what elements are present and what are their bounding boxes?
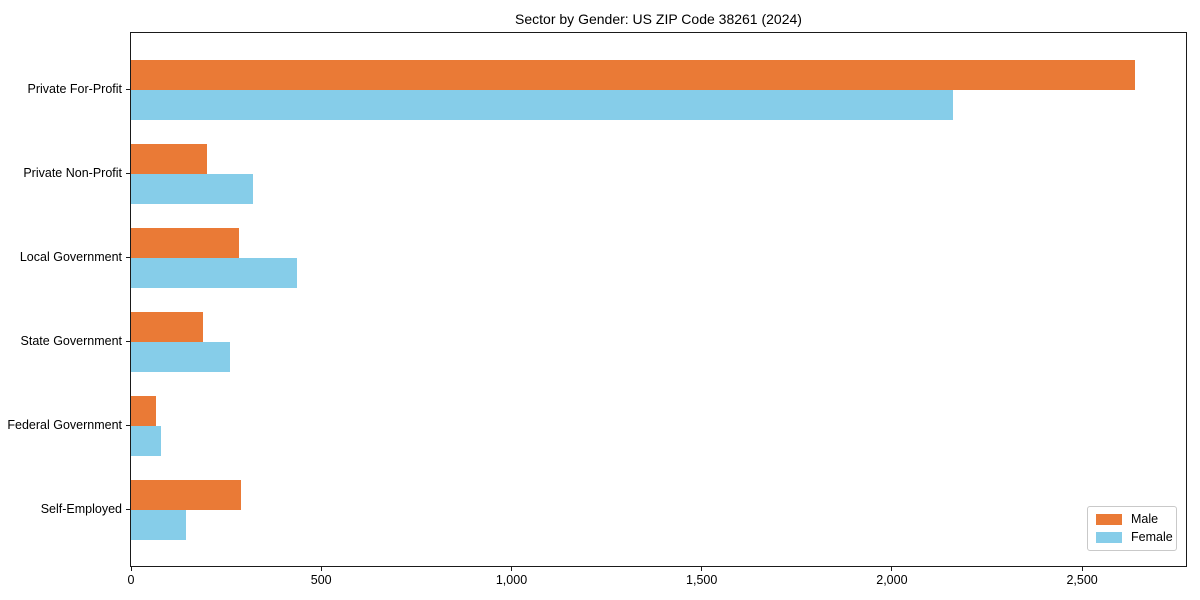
x-tick-1-500 — [701, 567, 703, 571]
y-label-private-non-profit: Private Non-Profit — [23, 166, 122, 180]
x-tick-500 — [320, 567, 322, 571]
x-tick-label-500: 500 — [310, 573, 332, 587]
y-tick-local-government — [126, 257, 130, 258]
legend-swatch-female — [1096, 532, 1122, 543]
bar-male-state-government — [131, 312, 204, 342]
legend-entry-female: Female — [1096, 531, 1173, 544]
bar-female-state-government — [131, 342, 230, 372]
y-label-self-employed: Self-Employed — [40, 502, 122, 516]
bar-male-federal-government — [131, 396, 156, 426]
bar-female-federal-government — [131, 426, 162, 456]
x-tick-1-000 — [511, 567, 512, 571]
bar-female-local-government — [131, 258, 297, 288]
chart-title: Sector by Gender: US ZIP Code 38261 (202… — [515, 11, 802, 27]
x-tick-2-500 — [1081, 567, 1083, 571]
plot-area: Male Female — [130, 32, 1187, 567]
bar-female-private-for-profit — [131, 90, 953, 120]
y-tick-private-non-profit — [126, 173, 130, 174]
legend-label-female: Female — [1131, 530, 1173, 544]
legend-swatch-male — [1096, 514, 1122, 525]
x-tick-label-2-500: 2,500 — [1066, 573, 1098, 587]
y-tick-federal-government — [126, 425, 130, 426]
bar-male-private-for-profit — [131, 60, 1136, 90]
y-tick-private-for-profit — [126, 89, 130, 90]
y-tick-state-government — [126, 341, 130, 342]
bar-male-local-government — [131, 228, 240, 258]
bar-female-self-employed — [131, 510, 187, 540]
legend-label-male: Male — [1131, 512, 1159, 526]
legend: Male Female — [1087, 506, 1177, 551]
y-label-federal-government: Federal Government — [7, 418, 122, 432]
y-tick-self-employed — [126, 509, 130, 510]
x-tick-label-0: 0 — [127, 573, 135, 587]
y-label-state-government: State Government — [20, 334, 122, 348]
x-tick-label-1-000: 1,000 — [495, 573, 528, 587]
x-tick-label-2-000: 2,000 — [876, 573, 908, 587]
bar-male-self-employed — [131, 480, 242, 510]
bar-male-private-non-profit — [131, 144, 208, 174]
y-label-local-government: Local Government — [19, 250, 122, 264]
x-tick-2-000 — [891, 567, 893, 571]
x-tick-label-1-500: 1,500 — [686, 573, 718, 587]
bar-female-private-non-profit — [131, 174, 253, 204]
legend-entry-male: Male — [1096, 513, 1168, 526]
x-tick-0 — [130, 567, 132, 571]
y-label-private-for-profit: Private For-Profit — [27, 82, 122, 96]
